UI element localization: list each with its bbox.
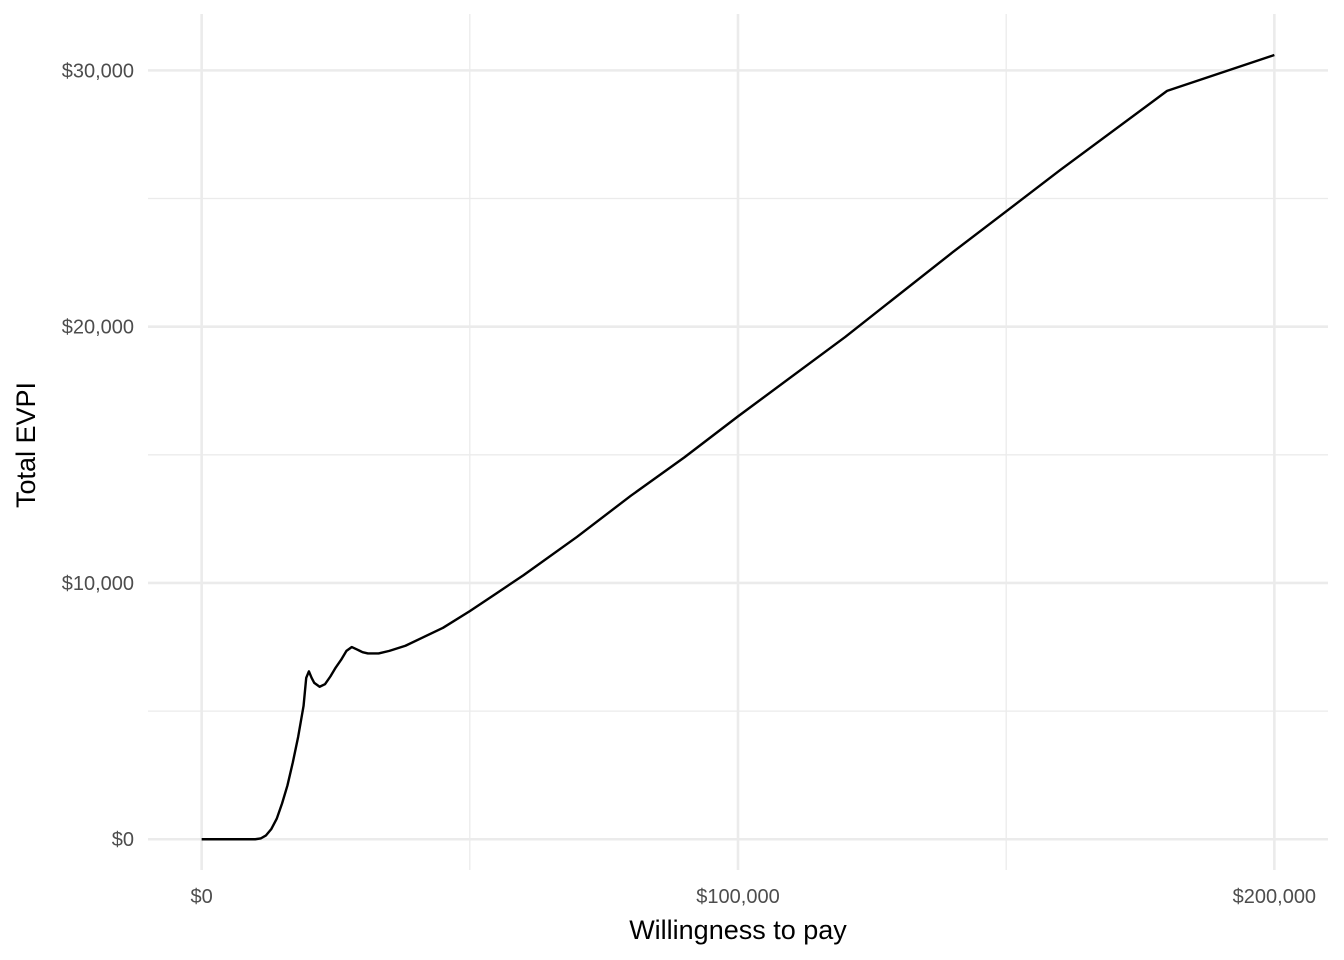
x-tick-label: $0 — [191, 886, 213, 908]
y-axis-title: Total EVPI — [11, 382, 41, 508]
y-tick-label: $30,000 — [62, 60, 134, 82]
x-tick-label: $100,000 — [696, 886, 779, 908]
grid-layer — [148, 14, 1328, 870]
y-axis-ticks: $0 $10,000 $20,000 $30,000 — [62, 60, 134, 851]
x-axis-ticks: $0 $100,000 $200,000 — [191, 886, 1317, 908]
evpi-series-line — [201, 53, 1275, 841]
y-tick-label: $0 — [112, 829, 134, 851]
y-tick-label: $20,000 — [62, 317, 134, 339]
x-tick-label: $200,000 — [1233, 886, 1316, 908]
x-axis-title: Willingness to pay — [629, 915, 847, 945]
series-layer — [201, 53, 1275, 841]
y-tick-label: $10,000 — [62, 573, 134, 595]
